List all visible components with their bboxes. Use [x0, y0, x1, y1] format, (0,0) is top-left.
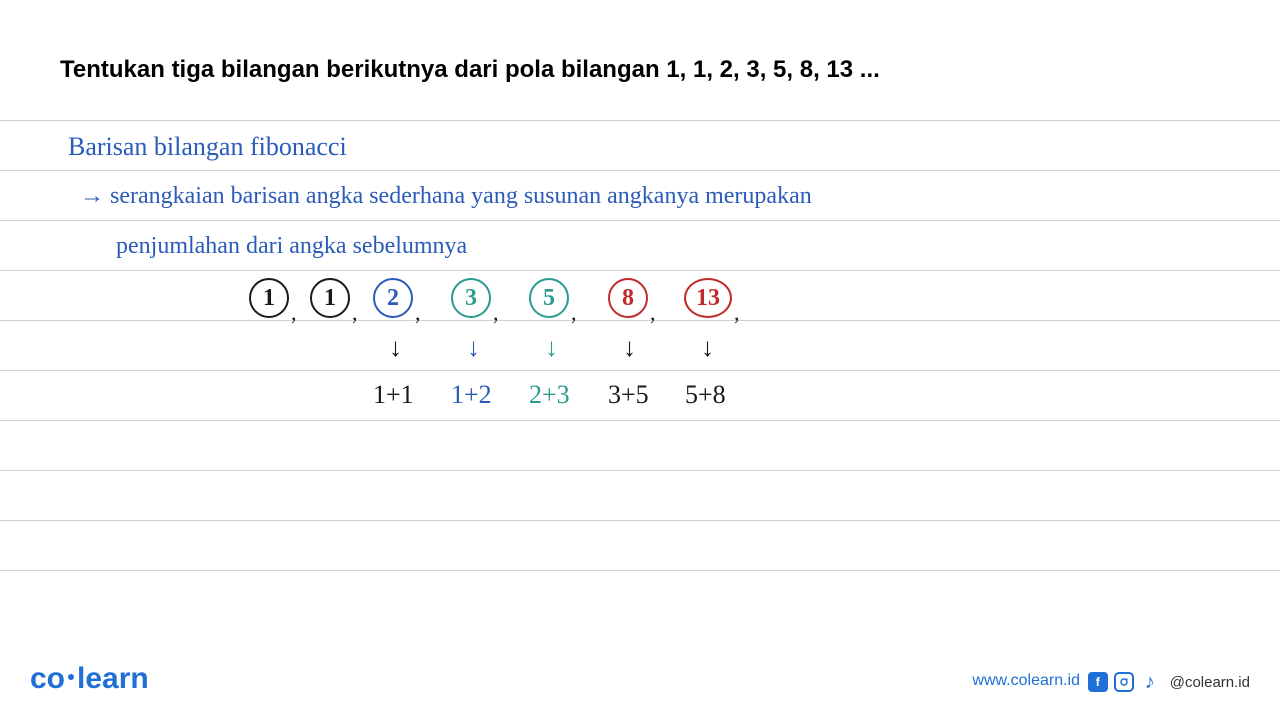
- rule-line: [0, 370, 1280, 371]
- instagram-icon: [1114, 672, 1134, 692]
- comma: ,: [571, 300, 577, 326]
- down-arrow-icon: ↓: [623, 332, 636, 363]
- down-arrow-icon: ↓: [467, 332, 480, 363]
- comma: ,: [493, 300, 499, 326]
- footer: colearn www.colearn.id f ♪ @colearn.id: [0, 656, 1280, 696]
- social-links: f ♪ @colearn.id: [1088, 672, 1250, 692]
- question-text: Tentukan tiga bilangan berikutnya dari p…: [60, 56, 880, 84]
- comma: ,: [734, 300, 740, 326]
- down-arrow-icon: ↓: [545, 332, 558, 363]
- comma: ,: [352, 300, 358, 326]
- handwriting-line-1: Barisan bilangan fibonacci: [68, 134, 347, 160]
- brand-logo: colearn: [30, 662, 149, 696]
- circled-number: 1: [249, 278, 289, 318]
- rule-line: [0, 470, 1280, 471]
- website-url: www.colearn.id: [972, 672, 1080, 690]
- logo-text-part2: learn: [77, 662, 149, 695]
- circled-number: 8: [608, 278, 648, 318]
- sum-expression: 2+3: [529, 382, 570, 408]
- facebook-icon: f: [1088, 672, 1108, 692]
- circled-number: 1: [310, 278, 350, 318]
- handwriting-line-2a: → serangkaian barisan angka sederhana ya…: [80, 184, 812, 208]
- circled-number: 3: [451, 278, 491, 318]
- sum-expression: 3+5: [608, 382, 649, 408]
- logo-dot-icon: [68, 674, 74, 680]
- comma: ,: [650, 300, 656, 326]
- circled-number: 5: [529, 278, 569, 318]
- sum-expression: 5+8: [685, 382, 726, 408]
- lined-paper-area: Barisan bilangan fibonacci → serangkaian…: [0, 120, 1280, 620]
- sum-expression: 1+1: [373, 382, 414, 408]
- rule-line: [0, 170, 1280, 171]
- rule-line: [0, 520, 1280, 521]
- social-handle: @colearn.id: [1170, 674, 1250, 691]
- rule-line: [0, 320, 1280, 321]
- tiktok-icon: ♪: [1140, 672, 1160, 692]
- down-arrow-icon: ↓: [389, 332, 402, 363]
- handwriting-line-2b: penjumlahan dari angka sebelumnya: [116, 234, 467, 258]
- circled-number: 13: [684, 278, 732, 318]
- comma: ,: [291, 300, 297, 326]
- rule-line: [0, 120, 1280, 121]
- logo-text-part1: co: [30, 662, 65, 695]
- rule-line: [0, 270, 1280, 271]
- rule-line: [0, 420, 1280, 421]
- rule-line: [0, 570, 1280, 571]
- circled-number: 2: [373, 278, 413, 318]
- comma: ,: [415, 300, 421, 326]
- rule-line: [0, 220, 1280, 221]
- down-arrow-icon: ↓: [701, 332, 714, 363]
- sum-expression: 1+2: [451, 382, 492, 408]
